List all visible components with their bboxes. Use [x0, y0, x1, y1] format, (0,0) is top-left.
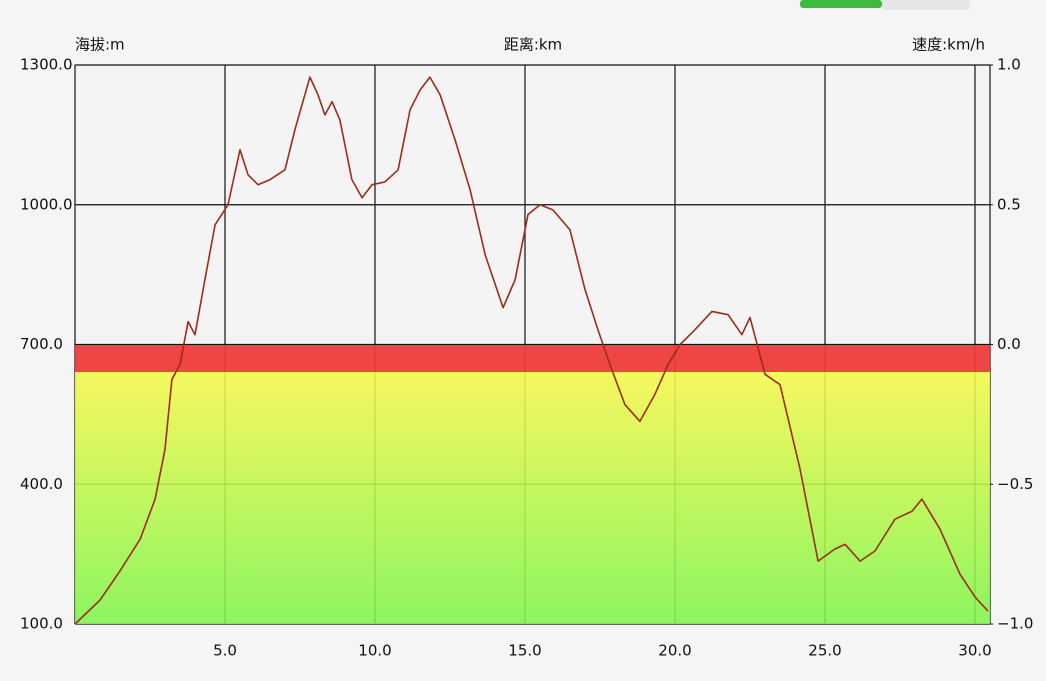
y2-tick-label: −0.5: [997, 475, 1033, 493]
x-axis-label: 距离:km: [504, 36, 562, 54]
y-tick-label: 400.0: [20, 475, 63, 493]
y2-tick-label: 0.0: [997, 335, 1021, 353]
y-axis-label: 海拔:m: [75, 36, 125, 54]
toggle-on[interactable]: [800, 0, 882, 8]
y2-tick-label: 1.0: [997, 56, 1021, 74]
y2-axis-label: 速度:km/h: [912, 36, 985, 54]
x-tick-label: 25.0: [808, 642, 841, 660]
speed-zone: [75, 372, 990, 624]
x-tick-label: 30.0: [958, 642, 991, 660]
y2-tick-label: −1.0: [997, 615, 1033, 633]
y2-tick-label: 0.5: [997, 195, 1021, 213]
elevation-line: [74, 76, 989, 625]
y-tick-label: 1300.0: [20, 56, 73, 74]
y-tick-label: 1000.0: [20, 195, 73, 213]
y-tick-label: 100.0: [20, 615, 63, 633]
x-tick-label: 5.0: [213, 642, 237, 660]
toggle-off[interactable]: [882, 0, 970, 10]
x-tick-label: 15.0: [508, 642, 541, 660]
y-tick-label: 700.0: [20, 335, 63, 353]
x-tick-label: 10.0: [358, 642, 391, 660]
speed-band: [75, 345, 990, 372]
x-tick-label: 20.0: [658, 642, 691, 660]
